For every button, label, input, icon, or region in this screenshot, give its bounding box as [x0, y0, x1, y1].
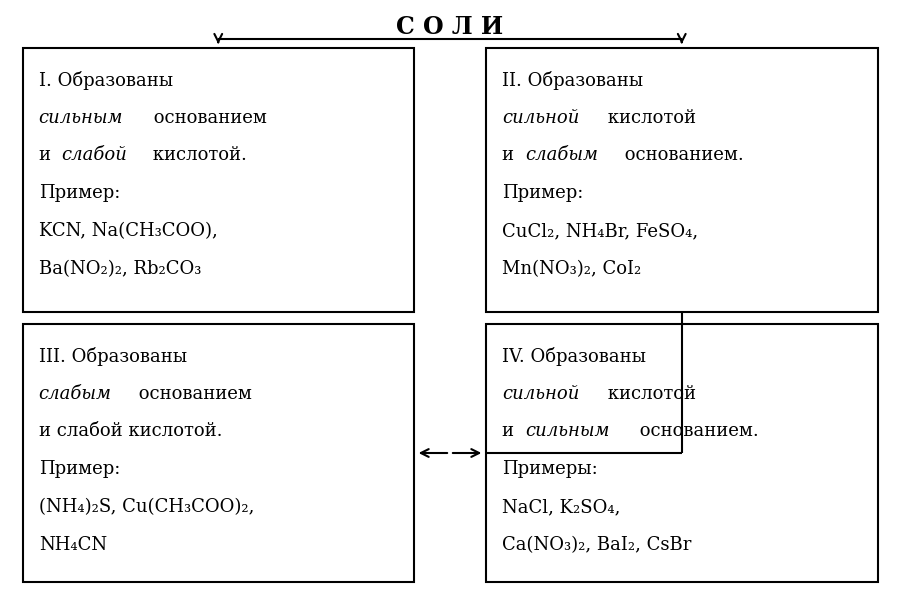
- Text: и слабой кислотой.: и слабой кислотой.: [39, 422, 222, 440]
- Text: основанием: основанием: [132, 385, 252, 403]
- Text: NaCl, K₂SO₄,: NaCl, K₂SO₄,: [502, 498, 621, 516]
- Text: слабой: слабой: [61, 146, 128, 164]
- Text: Ba(NO₂)₂, Rb₂CO₃: Ba(NO₂)₂, Rb₂CO₃: [39, 260, 201, 278]
- Text: основанием.: основанием.: [619, 146, 744, 164]
- Text: NH₄CN: NH₄CN: [39, 536, 107, 554]
- Text: I. Образованы: I. Образованы: [39, 71, 173, 90]
- Text: кислотой.: кислотой.: [147, 146, 247, 164]
- Text: слабым: слабым: [525, 146, 598, 164]
- Text: кислотой: кислотой: [602, 109, 696, 127]
- Bar: [486, 48, 878, 312]
- Bar: [486, 324, 878, 582]
- Text: Примеры:: Примеры:: [502, 460, 598, 478]
- Text: Mn(NO₃)₂, CoI₂: Mn(NO₃)₂, CoI₂: [502, 260, 642, 278]
- Text: основанием: основанием: [148, 109, 266, 127]
- Text: Пример:: Пример:: [39, 460, 120, 478]
- Text: Ca(NO₃)₂, BaI₂, CsBr: Ca(NO₃)₂, BaI₂, CsBr: [502, 536, 691, 554]
- Text: основанием.: основанием.: [634, 422, 759, 440]
- Text: С О Л И: С О Л И: [396, 15, 504, 39]
- Text: Пример:: Пример:: [39, 184, 120, 202]
- Text: (NH₄)₂S, Cu(CH₃COO)₂,: (NH₄)₂S, Cu(CH₃COO)₂,: [39, 498, 254, 516]
- Text: III. Образованы: III. Образованы: [39, 347, 187, 366]
- Bar: [22, 48, 414, 312]
- Text: сильным: сильным: [525, 422, 609, 440]
- Text: и: и: [502, 146, 520, 164]
- Text: и: и: [39, 146, 57, 164]
- Text: и: и: [502, 422, 520, 440]
- Text: II. Образованы: II. Образованы: [502, 71, 644, 90]
- Text: кислотой: кислотой: [602, 385, 696, 403]
- Text: слабым: слабым: [39, 385, 112, 403]
- Bar: [22, 324, 414, 582]
- Text: KCN, Na(CH₃COO),: KCN, Na(CH₃COO),: [39, 222, 218, 240]
- Text: сильной: сильной: [502, 109, 580, 127]
- Text: IV. Образованы: IV. Образованы: [502, 347, 646, 366]
- Text: CuCl₂, NH₄Br, FeSO₄,: CuCl₂, NH₄Br, FeSO₄,: [502, 222, 698, 240]
- Text: сильной: сильной: [502, 385, 580, 403]
- Text: сильным: сильным: [39, 109, 123, 127]
- Text: Пример:: Пример:: [502, 184, 583, 202]
